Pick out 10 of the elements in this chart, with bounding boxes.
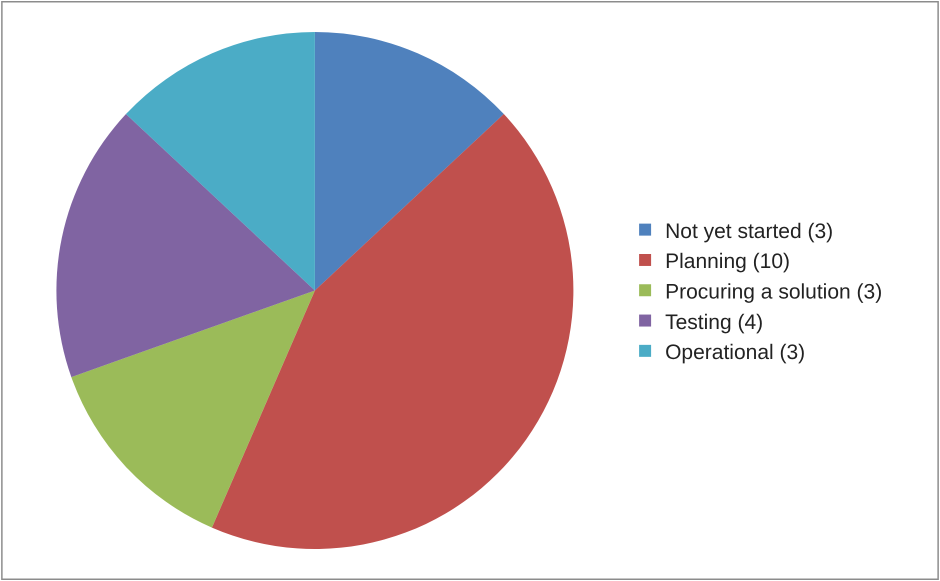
legend-label: Operational (3) (665, 341, 806, 364)
legend-label: Planning (10) (665, 250, 790, 274)
pie-slice (56, 114, 315, 378)
pie-slice (71, 290, 315, 528)
pie-slice (314, 32, 504, 290)
legend-label: Procuring a solution (3) (665, 280, 882, 304)
legend-label: Not yet started (3) (665, 220, 834, 243)
pie-slice (126, 32, 315, 290)
pie-slice (212, 114, 574, 549)
legend-label: Testing (4) (665, 310, 764, 334)
